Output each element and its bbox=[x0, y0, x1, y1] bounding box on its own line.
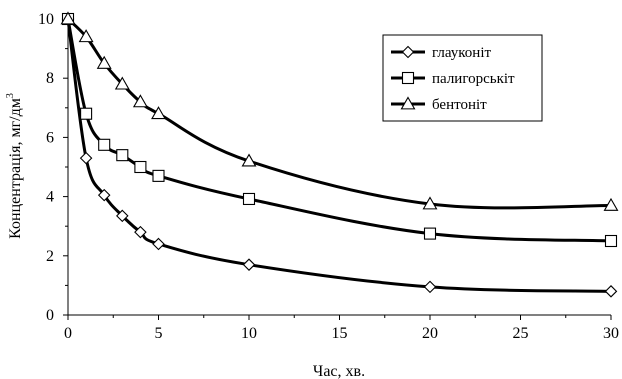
x-tick-label: 5 bbox=[155, 325, 163, 342]
legend-label: бентоніт bbox=[432, 97, 487, 113]
legend-label: палигорськіт bbox=[432, 71, 515, 87]
data-point-diamond bbox=[423, 280, 437, 294]
data-point-square bbox=[98, 138, 111, 151]
data-point-diamond bbox=[116, 209, 129, 223]
data-point-triangle bbox=[132, 94, 148, 108]
y-axis-label-superscript: 3 bbox=[5, 93, 16, 98]
data-point-diamond bbox=[604, 285, 618, 298]
data-point-triangle bbox=[96, 55, 112, 69]
y-axis-label-text: Концентрація, мг/дм bbox=[7, 98, 24, 239]
data-point-triangle bbox=[78, 29, 94, 43]
x-tick-label: 30 bbox=[603, 325, 619, 342]
data-point-diamond bbox=[152, 237, 165, 251]
data-point-triangle bbox=[241, 153, 257, 167]
x-tick-label: 10 bbox=[241, 325, 257, 342]
data-point-diamond bbox=[79, 151, 93, 165]
y-tick-label: 8 bbox=[46, 70, 54, 87]
y-ticks: 0 2 4 6 8 10 bbox=[38, 11, 68, 324]
series-markers bbox=[60, 11, 619, 298]
data-point-square bbox=[604, 234, 618, 248]
y-tick-label: 0 bbox=[46, 307, 54, 324]
legend-label: глауконіт bbox=[432, 45, 491, 61]
y-tick-label: 10 bbox=[38, 11, 54, 28]
data-point-square bbox=[242, 192, 256, 206]
data-point-square bbox=[423, 227, 437, 240]
data-point-diamond bbox=[242, 258, 256, 271]
legend-marker-square bbox=[401, 71, 415, 85]
x-tick-label: 20 bbox=[422, 325, 438, 342]
legend: глауконіт палигорськіт бентоніт bbox=[382, 34, 543, 122]
data-point-square bbox=[152, 169, 165, 182]
data-point-triangle bbox=[114, 76, 130, 90]
legend-marker-triangle bbox=[400, 96, 416, 110]
data-point-diamond bbox=[97, 188, 111, 202]
data-point-square bbox=[116, 149, 129, 162]
data-point-triangle bbox=[422, 196, 438, 210]
data-point-triangle bbox=[60, 11, 76, 25]
data-point-triangle bbox=[603, 197, 619, 211]
legend-marker-diamond bbox=[401, 45, 415, 59]
x-tick-label: 0 bbox=[64, 325, 72, 342]
y-tick-label: 6 bbox=[46, 129, 54, 146]
x-tick-label: 25 bbox=[513, 325, 529, 342]
x-ticks: 0 5 10 15 20 25 30 bbox=[64, 315, 619, 342]
y-tick-label: 2 bbox=[46, 248, 54, 265]
data-point-triangle bbox=[151, 106, 166, 120]
x-tick-label: 15 bbox=[332, 325, 348, 342]
y-tick-label: 4 bbox=[46, 189, 54, 206]
data-point-square bbox=[134, 160, 147, 174]
y-axis-label: Концентрація, мг/дм3 bbox=[5, 93, 24, 239]
data-point-diamond bbox=[134, 225, 147, 239]
data-point-square bbox=[80, 107, 93, 120]
x-axis-label: Час, хв. bbox=[313, 363, 365, 379]
